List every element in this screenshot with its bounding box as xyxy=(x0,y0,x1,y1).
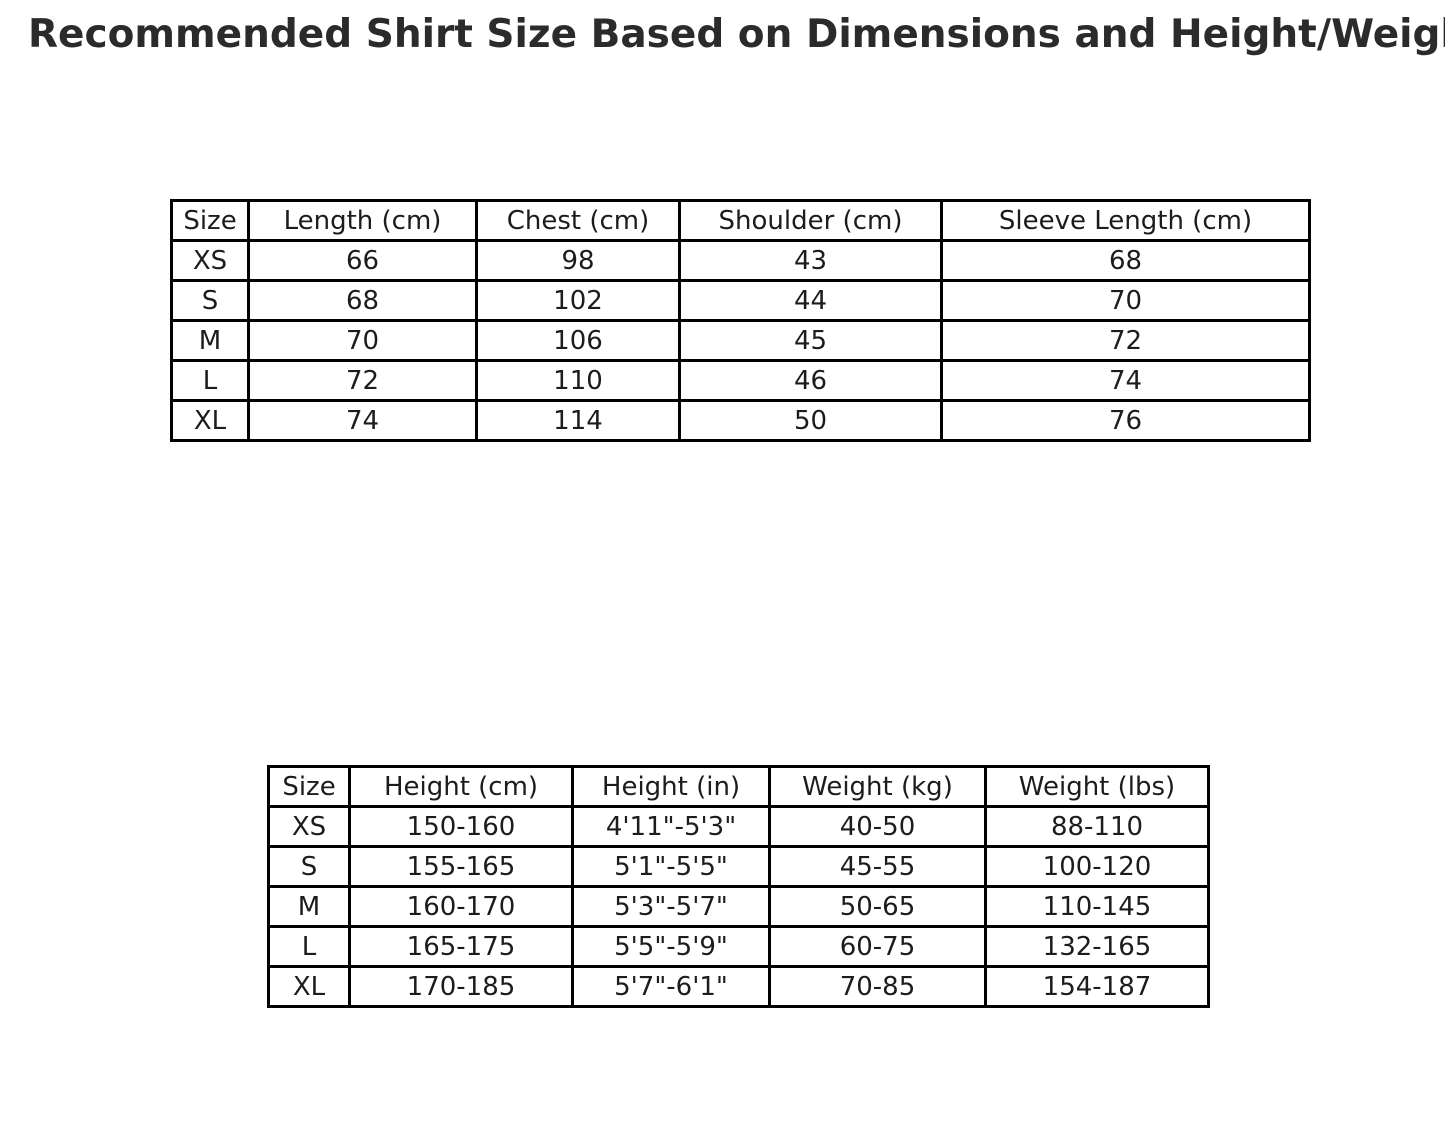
table-cell: 102 xyxy=(475,279,681,322)
row-header-size: XL xyxy=(267,965,351,1008)
row-header-size: M xyxy=(267,885,351,928)
table-cell: 74 xyxy=(247,399,478,442)
table-cell: 66 xyxy=(247,239,478,282)
column-header-height-cm: Height (cm) xyxy=(348,765,574,808)
table-cell: 76 xyxy=(940,399,1311,442)
table-cell: 100-120 xyxy=(984,845,1210,888)
row-header-size: L xyxy=(267,925,351,968)
table-cell: 160-170 xyxy=(348,885,574,928)
table-cell: 45 xyxy=(678,319,943,362)
table-cell: 155-165 xyxy=(348,845,574,888)
row-header-size: S xyxy=(267,845,351,888)
table-cell: 150-160 xyxy=(348,805,574,848)
table-cell: 110-145 xyxy=(984,885,1210,928)
row-header-size: M xyxy=(170,319,250,362)
table-cell: 44 xyxy=(678,279,943,322)
table-cell: 70 xyxy=(940,279,1311,322)
table-row: XL 170-185 5'7"-6'1" 70-85 154-187 xyxy=(267,965,1210,1008)
shirt-dimensions-table: Size Length (cm) Chest (cm) Shoulder (cm… xyxy=(170,199,1311,442)
row-header-size: XS xyxy=(267,805,351,848)
column-header-chest: Chest (cm) xyxy=(475,199,681,242)
table-row: L 165-175 5'5"-5'9" 60-75 132-165 xyxy=(267,925,1210,968)
table-cell: 132-165 xyxy=(984,925,1210,968)
table-cell: 50 xyxy=(678,399,943,442)
table-row: XL 74 114 50 76 xyxy=(170,399,1311,442)
row-header-size: L xyxy=(170,359,250,402)
table-cell: 5'1"-5'5" xyxy=(571,845,771,888)
table-cell: 45-55 xyxy=(768,845,987,888)
table-row: M 160-170 5'3"-5'7" 50-65 110-145 xyxy=(267,885,1210,928)
table-row: M 70 106 45 72 xyxy=(170,319,1311,362)
table-cell: 88-110 xyxy=(984,805,1210,848)
table-cell: 46 xyxy=(678,359,943,402)
table-header-row: Size Height (cm) Height (in) Weight (kg)… xyxy=(267,765,1210,808)
table-cell: 114 xyxy=(475,399,681,442)
table-cell: 5'7"-6'1" xyxy=(571,965,771,1008)
page-title: Recommended Shirt Size Based on Dimensio… xyxy=(28,12,1445,57)
row-header-size: XL xyxy=(170,399,250,442)
table-cell: 4'11"-5'3" xyxy=(571,805,771,848)
table-cell: 60-75 xyxy=(768,925,987,968)
column-header-weight-lbs: Weight (lbs) xyxy=(984,765,1210,808)
table-cell: 72 xyxy=(940,319,1311,362)
column-header-weight-kg: Weight (kg) xyxy=(768,765,987,808)
row-header-size: XS xyxy=(170,239,250,282)
table-cell: 74 xyxy=(940,359,1311,402)
table-row: S 155-165 5'1"-5'5" 45-55 100-120 xyxy=(267,845,1210,888)
table-cell: 68 xyxy=(940,239,1311,282)
table-cell: 165-175 xyxy=(348,925,574,968)
table-cell: 5'3"-5'7" xyxy=(571,885,771,928)
table-cell: 43 xyxy=(678,239,943,282)
column-header-size: Size xyxy=(170,199,250,242)
table-cell: 98 xyxy=(475,239,681,282)
table-cell: 154-187 xyxy=(984,965,1210,1008)
table-cell: 72 xyxy=(247,359,478,402)
column-header-size: Size xyxy=(267,765,351,808)
table-row: XS 66 98 43 68 xyxy=(170,239,1311,282)
table-cell: 68 xyxy=(247,279,478,322)
table-cell: 106 xyxy=(475,319,681,362)
table-cell: 170-185 xyxy=(348,965,574,1008)
column-header-shoulder: Shoulder (cm) xyxy=(678,199,943,242)
table-cell: 50-65 xyxy=(768,885,987,928)
height-weight-table: Size Height (cm) Height (in) Weight (kg)… xyxy=(267,765,1210,1008)
table-row: S 68 102 44 70 xyxy=(170,279,1311,322)
table-cell: 110 xyxy=(475,359,681,402)
table-cell: 70-85 xyxy=(768,965,987,1008)
column-header-length: Length (cm) xyxy=(247,199,478,242)
row-header-size: S xyxy=(170,279,250,322)
table-row: XS 150-160 4'11"-5'3" 40-50 88-110 xyxy=(267,805,1210,848)
table-header-row: Size Length (cm) Chest (cm) Shoulder (cm… xyxy=(170,199,1311,242)
table-cell: 70 xyxy=(247,319,478,362)
table-cell: 5'5"-5'9" xyxy=(571,925,771,968)
column-header-sleeve-length: Sleeve Length (cm) xyxy=(940,199,1311,242)
table-cell: 40-50 xyxy=(768,805,987,848)
column-header-height-in: Height (in) xyxy=(571,765,771,808)
table-row: L 72 110 46 74 xyxy=(170,359,1311,402)
